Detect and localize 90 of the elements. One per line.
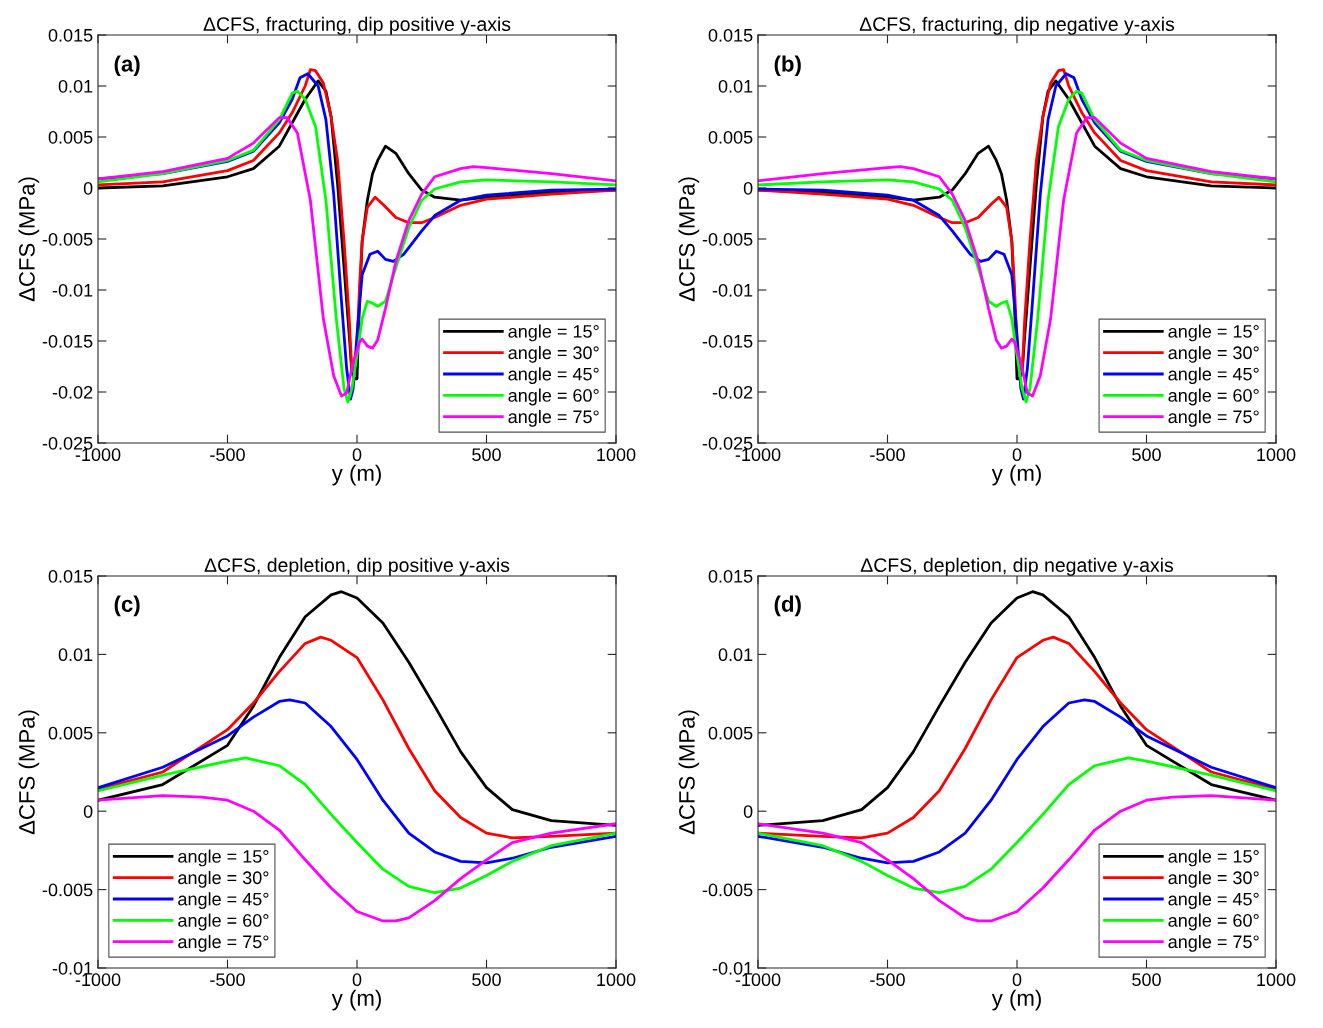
x-tick-label: 0 bbox=[1012, 973, 1022, 987]
x-tick-label: 500 bbox=[472, 973, 501, 987]
x-axis-title: y (m) bbox=[331, 464, 381, 486]
y-tick-label: -0.015 bbox=[702, 334, 753, 348]
legend-label: angle = 60° bbox=[1168, 388, 1259, 406]
x-tick-label: -500 bbox=[210, 973, 245, 987]
annotation: (c) bbox=[114, 595, 140, 617]
y-tick-label: -0.01 bbox=[52, 961, 93, 975]
legend-label: angle = 45° bbox=[508, 367, 599, 385]
chart-title: ΔCFS, depletion, dip negative y-axis bbox=[860, 557, 1174, 576]
legend-label: angle = 45° bbox=[1168, 892, 1259, 910]
y-axis-title: ΔCFS (MPa) bbox=[678, 177, 700, 302]
y-tick-label: -0.015 bbox=[42, 334, 93, 348]
y-tick-label: 0.005 bbox=[708, 130, 753, 144]
y-tick-label: 0.015 bbox=[708, 569, 753, 583]
y-tick-label: 0.01 bbox=[718, 648, 753, 662]
y-tick-label: 0.015 bbox=[48, 569, 93, 583]
legend-label: angle = 15° bbox=[1168, 849, 1259, 867]
x-tick-label: 1000 bbox=[1257, 448, 1296, 462]
legend-label: angle = 15° bbox=[508, 324, 599, 342]
x-tick-label: -500 bbox=[870, 973, 905, 987]
x-tick-label: 1000 bbox=[597, 973, 636, 987]
x-tick-label: 500 bbox=[472, 448, 501, 462]
legend-label: angle = 75° bbox=[1168, 934, 1259, 952]
y-tick-label: 0.01 bbox=[58, 648, 93, 662]
x-tick-label: 500 bbox=[1132, 973, 1161, 987]
y-axis-title: ΔCFS (MPa) bbox=[678, 710, 700, 835]
y-tick-label: 0 bbox=[743, 181, 753, 195]
x-tick-label: 1000 bbox=[1257, 973, 1296, 987]
y-tick-label: 0.015 bbox=[708, 28, 753, 42]
annotation: (d) bbox=[774, 595, 801, 617]
y-tick-label: 0 bbox=[83, 181, 93, 195]
legend-label: angle = 60° bbox=[508, 388, 599, 406]
legend-label: angle = 60° bbox=[1168, 913, 1259, 931]
legend-label: angle = 75° bbox=[508, 409, 599, 427]
y-tick-label: -0.005 bbox=[702, 883, 753, 897]
x-tick-label: 500 bbox=[1132, 448, 1161, 462]
x-tick-label: 0 bbox=[1012, 448, 1022, 462]
y-tick-label: 0.005 bbox=[48, 726, 93, 740]
x-tick-label: -1000 bbox=[735, 448, 781, 462]
x-axis-title: y (m) bbox=[331, 989, 381, 1011]
x-tick-label: 0 bbox=[352, 448, 362, 462]
y-axis-title: ΔCFS (MPa) bbox=[18, 710, 40, 835]
legend-label: angle = 15° bbox=[1168, 324, 1259, 342]
legend-label: angle = 30° bbox=[1168, 870, 1259, 888]
legend-label: angle = 30° bbox=[508, 345, 599, 363]
y-tick-label: 0.01 bbox=[718, 79, 753, 93]
y-tick-label: -0.005 bbox=[42, 883, 93, 897]
x-tick-label: -500 bbox=[870, 448, 905, 462]
line-series bbox=[98, 590, 616, 827]
legend-label: angle = 45° bbox=[178, 892, 269, 910]
x-tick-label: 1000 bbox=[597, 448, 636, 462]
legend-label: angle = 30° bbox=[178, 870, 269, 888]
y-tick-label: -0.025 bbox=[42, 436, 93, 450]
legend-label: angle = 30° bbox=[1168, 345, 1259, 363]
x-tick-label: -1000 bbox=[735, 973, 781, 987]
y-tick-label: 0 bbox=[83, 805, 93, 818]
x-tick-label: -1000 bbox=[75, 973, 121, 987]
y-tick-label: -0.01 bbox=[52, 283, 93, 297]
line-series bbox=[758, 590, 1276, 827]
legend-label: angle = 45° bbox=[1168, 367, 1259, 385]
y-tick-label: -0.025 bbox=[702, 436, 753, 450]
y-tick-label: -0.005 bbox=[702, 232, 753, 246]
x-tick-label: -1000 bbox=[75, 448, 121, 462]
y-tick-label: -0.01 bbox=[712, 283, 753, 297]
y-tick-label: 0.005 bbox=[708, 726, 753, 740]
y-tick-label: 0.01 bbox=[58, 79, 93, 93]
chart-title: ΔCFS, depletion, dip positive y-axis bbox=[204, 557, 510, 576]
y-tick-label: -0.005 bbox=[42, 232, 93, 246]
chart-title: ΔCFS, fracturing, dip positive y-axis bbox=[203, 16, 511, 35]
y-tick-label: -0.02 bbox=[712, 385, 753, 399]
legend-label: angle = 75° bbox=[1168, 409, 1259, 427]
y-axis-title: ΔCFS (MPa) bbox=[18, 177, 40, 302]
legend-label: angle = 15° bbox=[178, 849, 269, 867]
annotation: (a) bbox=[114, 55, 140, 77]
x-tick-label: -500 bbox=[210, 448, 245, 462]
y-tick-label: 0.005 bbox=[48, 130, 93, 144]
line-series bbox=[98, 698, 616, 865]
legend-label: angle = 60° bbox=[178, 913, 269, 931]
y-tick-label: -0.01 bbox=[712, 961, 753, 975]
x-tick-label: 0 bbox=[352, 973, 362, 987]
x-axis-title: y (m) bbox=[991, 989, 1041, 1011]
y-tick-label: 0.015 bbox=[48, 28, 93, 42]
y-tick-label: -0.02 bbox=[52, 385, 93, 399]
annotation: (b) bbox=[774, 55, 801, 77]
y-tick-label: 0 bbox=[743, 805, 753, 818]
line-series bbox=[758, 698, 1276, 865]
x-axis-title: y (m) bbox=[991, 464, 1041, 486]
legend-label: angle = 75° bbox=[178, 934, 269, 952]
chart-title: ΔCFS, fracturing, dip negative y-axis bbox=[859, 16, 1175, 35]
